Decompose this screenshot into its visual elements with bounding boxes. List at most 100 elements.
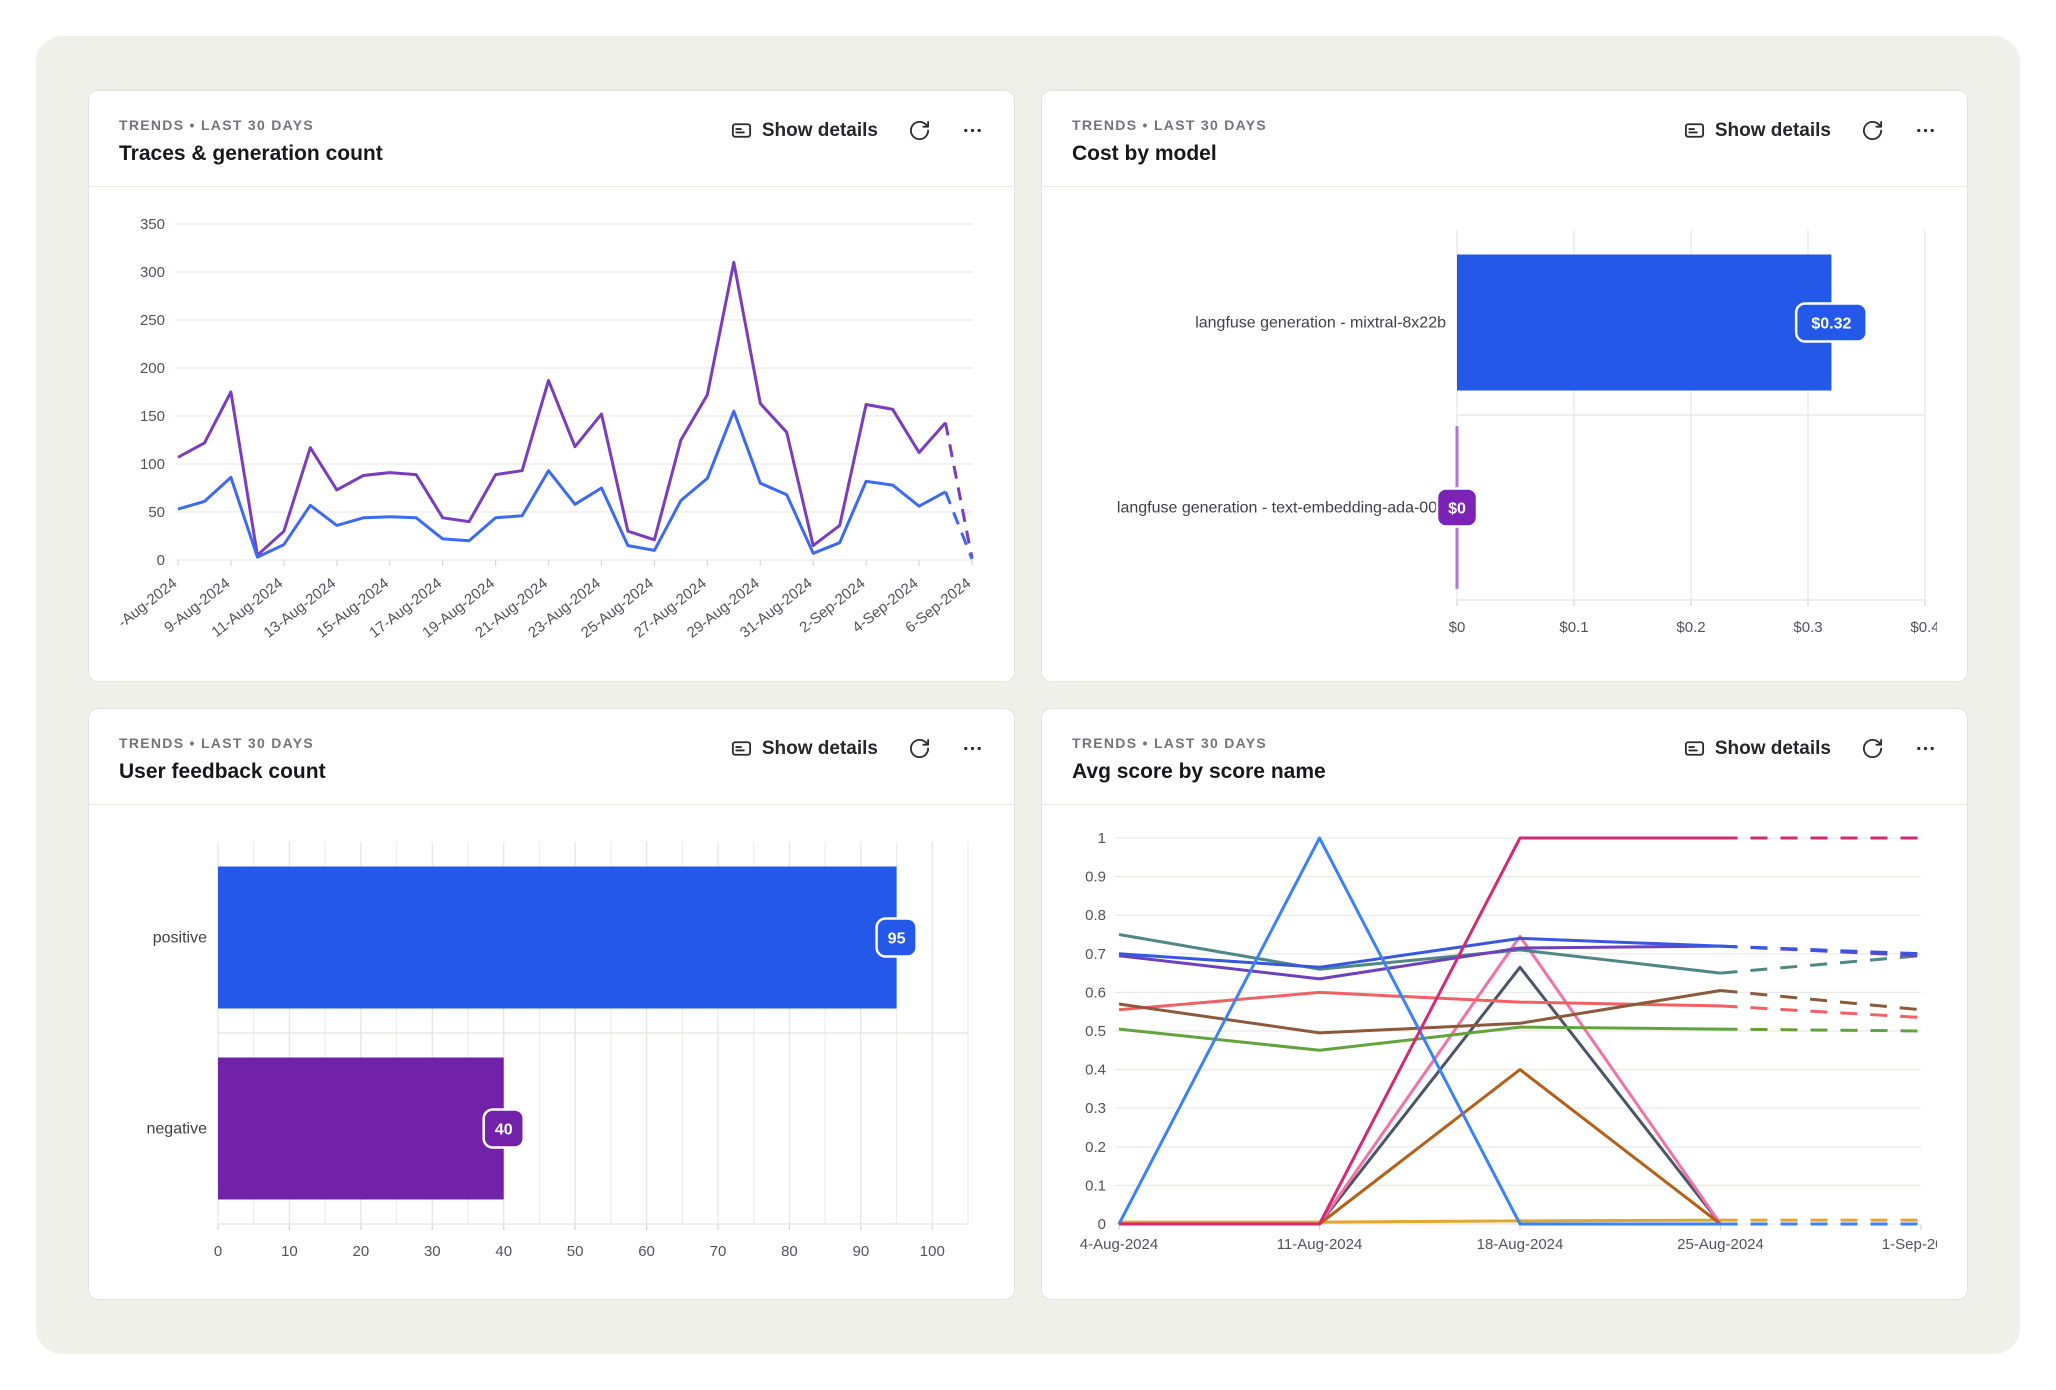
card-title: User feedback count bbox=[119, 760, 326, 783]
chart-area: $0 $0.1 $0.2 $0.3 $0.4 langfuse generation - … bbox=[1042, 187, 1967, 681]
card-cost-by-model: TRENDS • LAST 30 DAYS Cost by model Show… bbox=[1041, 90, 1968, 682]
card-traces-generation-count: TRENDS • LAST 30 DAYS Traces & generatio… bbox=[88, 90, 1015, 682]
svg-text:0.2: 0.2 bbox=[1085, 1139, 1106, 1156]
svg-text:25-Aug-2024: 25-Aug-2024 bbox=[1677, 1236, 1764, 1253]
svg-text:$0.3: $0.3 bbox=[1793, 619, 1822, 636]
svg-text:0.4: 0.4 bbox=[1085, 1062, 1106, 1079]
svg-text:positive: positive bbox=[152, 930, 206, 947]
svg-text:negative: negative bbox=[146, 1121, 207, 1138]
svg-text:0: 0 bbox=[1097, 1216, 1105, 1233]
card-header-text: TRENDS • LAST 30 DAYS Cost by model bbox=[1072, 117, 1267, 166]
card-eyebrow: TRENDS • LAST 30 DAYS bbox=[1072, 735, 1268, 751]
show-details-label: Show details bbox=[761, 737, 878, 759]
svg-text:70: 70 bbox=[709, 1243, 726, 1260]
svg-text:300: 300 bbox=[139, 264, 164, 281]
svg-text:0: 0 bbox=[156, 552, 164, 569]
svg-text:langfuse generation - text-emb: langfuse generation - text-embedding-ada… bbox=[1116, 500, 1445, 517]
svg-text:$0.1: $0.1 bbox=[1559, 619, 1588, 636]
card-title: Cost by model bbox=[1072, 142, 1217, 165]
show-details-label: Show details bbox=[1714, 119, 1831, 141]
refresh-button[interactable] bbox=[908, 119, 931, 142]
chart-area: 0 0.1 0.2 0.3 0.4 0.5 0.6 0.7 0.8 0.9 1 4-Aug-2024 1… bbox=[1042, 805, 1967, 1299]
cost-by-model-bar-chart: $0 $0.1 $0.2 $0.3 $0.4 langfuse generation - … bbox=[1116, 230, 1937, 636]
svg-text:11-Aug-2024: 11-Aug-2024 bbox=[1276, 1236, 1362, 1253]
svg-text:10: 10 bbox=[281, 1243, 298, 1260]
show-details-button[interactable]: Show details bbox=[1683, 737, 1831, 760]
svg-text:$0.2: $0.2 bbox=[1676, 619, 1705, 636]
svg-text:0: 0 bbox=[213, 1243, 221, 1260]
card-header: TRENDS • LAST 30 DAYS Cost by model Show… bbox=[1042, 91, 1967, 187]
card-actions: Show details bbox=[1683, 117, 1937, 142]
svg-text:18-Aug-2024: 18-Aug-2024 bbox=[1476, 1236, 1563, 1253]
card-eyebrow: TRENDS • LAST 30 DAYS bbox=[119, 117, 315, 133]
svg-text:100: 100 bbox=[919, 1243, 944, 1260]
refresh-icon bbox=[910, 738, 930, 758]
svg-text:60: 60 bbox=[638, 1243, 655, 1260]
card-header: TRENDS • LAST 30 DAYS User feedback coun… bbox=[89, 709, 1014, 805]
svg-text:$0.32: $0.32 bbox=[1811, 316, 1851, 333]
svg-text:0.1: 0.1 bbox=[1085, 1177, 1106, 1194]
svg-text:4-Aug-2024: 4-Aug-2024 bbox=[1079, 1236, 1157, 1253]
card-header: TRENDS • LAST 30 DAYS Avg score by score… bbox=[1042, 709, 1967, 805]
svg-text:0.7: 0.7 bbox=[1085, 946, 1106, 963]
svg-text:250: 250 bbox=[139, 312, 164, 329]
svg-text:200: 200 bbox=[139, 360, 164, 377]
dashboard-panel: TRENDS • LAST 30 DAYS Traces & generatio… bbox=[36, 36, 2020, 1354]
show-details-button[interactable]: Show details bbox=[730, 737, 878, 760]
svg-text:0.5: 0.5 bbox=[1085, 1023, 1106, 1040]
svg-text:1-Sep-2024: 1-Sep-2024 bbox=[1881, 1236, 1936, 1253]
svg-text:0.9: 0.9 bbox=[1085, 869, 1106, 886]
svg-text:1: 1 bbox=[1097, 830, 1105, 847]
svg-text:30: 30 bbox=[423, 1243, 440, 1260]
more-options-button[interactable] bbox=[1914, 119, 1937, 142]
svg-text:95: 95 bbox=[887, 931, 905, 948]
card-lines-icon bbox=[731, 123, 751, 138]
card-header-text: TRENDS • LAST 30 DAYS Traces & generatio… bbox=[119, 117, 383, 166]
traces-generation-line-chart: 0501001502002503003507-Aug-20249-Aug-202… bbox=[120, 216, 974, 642]
svg-text:90: 90 bbox=[852, 1243, 869, 1260]
show-details-label: Show details bbox=[1714, 737, 1831, 759]
svg-text:40: 40 bbox=[494, 1122, 512, 1139]
svg-text:80: 80 bbox=[781, 1243, 798, 1260]
more-options-button[interactable] bbox=[1914, 737, 1937, 760]
svg-text:$0.4: $0.4 bbox=[1910, 619, 1937, 636]
avg-score-line-chart: 0 0.1 0.2 0.3 0.4 0.5 0.6 0.7 0.8 0.9 1 4-Aug-2024 1… bbox=[1079, 830, 1936, 1253]
svg-text:$0: $0 bbox=[1448, 619, 1465, 636]
refresh-button[interactable] bbox=[1861, 737, 1884, 760]
more-options-button[interactable] bbox=[961, 737, 984, 760]
refresh-icon bbox=[1863, 738, 1883, 758]
svg-text:100: 100 bbox=[139, 456, 164, 473]
svg-text:0.6: 0.6 bbox=[1085, 984, 1106, 1001]
svg-text:$0: $0 bbox=[1448, 501, 1466, 518]
card-header-text: TRENDS • LAST 30 DAYS User feedback coun… bbox=[119, 735, 326, 784]
dashboard-grid: TRENDS • LAST 30 DAYS Traces & generatio… bbox=[88, 90, 1968, 1300]
more-options-button[interactable] bbox=[961, 119, 984, 142]
card-actions: Show details bbox=[730, 117, 984, 142]
svg-text:150: 150 bbox=[139, 408, 164, 425]
card-lines-icon bbox=[731, 741, 751, 756]
refresh-button[interactable] bbox=[908, 737, 931, 760]
svg-text:20: 20 bbox=[352, 1243, 369, 1260]
refresh-icon bbox=[910, 120, 930, 140]
svg-text:0.8: 0.8 bbox=[1085, 907, 1106, 924]
svg-text:0.3: 0.3 bbox=[1085, 1100, 1106, 1117]
ellipsis-icon bbox=[1917, 746, 1934, 751]
ellipsis-icon bbox=[964, 746, 981, 751]
chart-area: 0 50 100 150 200 250 300 350 7-Aug-2024 9-Aug-202… bbox=[89, 187, 1014, 681]
svg-text:40: 40 bbox=[495, 1243, 512, 1260]
show-details-button[interactable]: Show details bbox=[730, 119, 878, 142]
ellipsis-icon bbox=[964, 128, 981, 133]
refresh-icon bbox=[1863, 120, 1883, 140]
svg-text:350: 350 bbox=[139, 216, 164, 233]
card-user-feedback-count: TRENDS • LAST 30 DAYS User feedback coun… bbox=[88, 708, 1015, 1300]
card-avg-score-by-score-name: TRENDS • LAST 30 DAYS Avg score by score… bbox=[1041, 708, 1968, 1300]
svg-text:50: 50 bbox=[566, 1243, 583, 1260]
refresh-button[interactable] bbox=[1861, 119, 1884, 142]
card-actions: Show details bbox=[730, 735, 984, 760]
chart-area: 0 10 20 30 40 50 60 70 80 90 100 positive 95 negative… bbox=[89, 805, 1014, 1299]
svg-text:langfuse generation - mixtral-: langfuse generation - mixtral-8x22b bbox=[1195, 315, 1446, 332]
show-details-button[interactable]: Show details bbox=[1683, 119, 1831, 142]
show-details-label: Show details bbox=[761, 119, 878, 141]
card-actions: Show details bbox=[1683, 735, 1937, 760]
card-eyebrow: TRENDS • LAST 30 DAYS bbox=[1072, 117, 1268, 133]
